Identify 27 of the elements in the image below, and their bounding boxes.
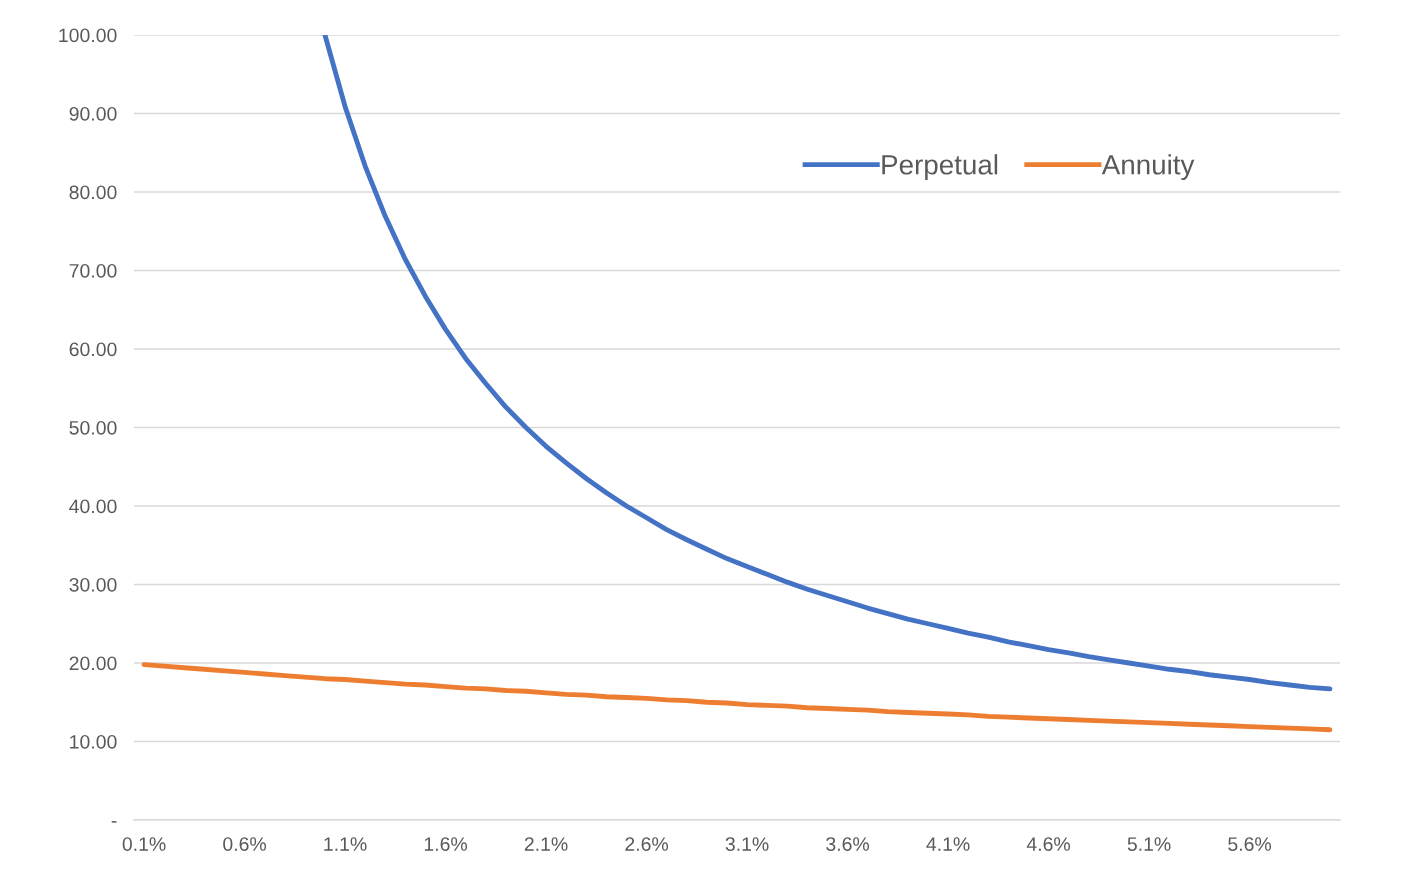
- x-tick-label: 5.1%: [1127, 837, 1171, 851]
- x-tick-label: 4.6%: [1026, 837, 1071, 851]
- x-tick-label: 1.1%: [324, 837, 367, 851]
- line-series: [141, 662, 1333, 733]
- x-tick-label: 2.6%: [625, 837, 669, 851]
- legend-label: Perpetual: [882, 154, 998, 181]
- x-tick-label: 4.1%: [926, 837, 970, 851]
- y-tick-label: 20.00: [69, 656, 117, 671]
- x-tick-label: 5.6%: [1228, 837, 1272, 851]
- y-tick-label: 80.00: [69, 185, 117, 200]
- x-tick-label: 0.6%: [223, 837, 267, 851]
- legend-label: Annuity: [1101, 154, 1195, 181]
- y-tick-label: 60.00: [69, 342, 117, 357]
- y-tick-label: 10.00: [70, 734, 117, 749]
- y-tick-label: 40.00: [69, 499, 117, 514]
- y-tick-label: 70.00: [69, 263, 117, 278]
- x-tick-label: 0.1%: [122, 837, 166, 851]
- x-tick-label: 3.1%: [725, 837, 769, 851]
- x-tick-label: 1.6%: [424, 837, 468, 851]
- y-tick-label: -: [111, 821, 117, 823]
- y-tick-label: 100.00: [59, 28, 117, 43]
- x-tick-label: 2.1%: [524, 837, 568, 851]
- line-series: [322, 35, 1333, 692]
- x-tick-label: 3.6%: [826, 837, 870, 851]
- y-tick-label: 50.00: [69, 420, 117, 435]
- y-tick-label: 30.00: [69, 577, 117, 592]
- y-tick-label: 90.00: [69, 106, 117, 121]
